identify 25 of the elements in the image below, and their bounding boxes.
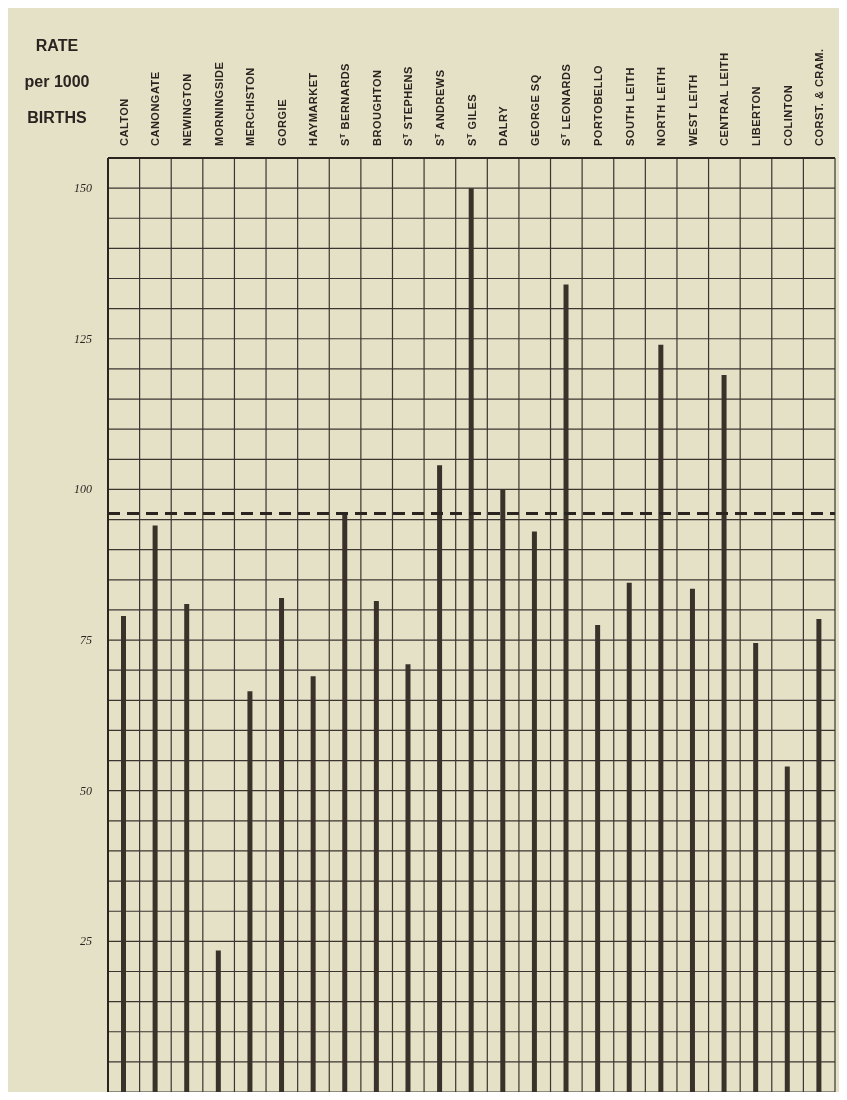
x-tick-label: NORTH LEITH (655, 66, 668, 146)
x-tick-label: LIBERTON (749, 85, 762, 146)
x-tick-label: MORNINGSIDE (212, 61, 225, 146)
x-tick-label: CENTRAL LEITH (718, 52, 731, 146)
y-tick-label: 75 (80, 633, 92, 648)
x-tick-label: CANONGATE (149, 71, 162, 146)
x-tick-label: PORTOBELLO (591, 64, 604, 146)
x-tick-label: HAYMARKET (307, 72, 320, 146)
x-tick-label: CORST. & CRAM. (813, 48, 826, 146)
x-tick-label: CALTON (117, 98, 130, 146)
x-tick-label: GEORGE SQ (528, 74, 541, 146)
x-tick-label: COLINTON (781, 84, 794, 146)
x-tick-label: WEST LEITH (686, 74, 699, 146)
x-tick-label: MERCHISTON (244, 67, 257, 146)
y-tick-label: 25 (80, 934, 92, 949)
x-tick-label: NEWINGTON (181, 73, 194, 146)
x-tick-label: DALRY (497, 105, 510, 146)
x-tick-label: SOUTH LEITH (623, 67, 636, 146)
y-tick-label: 150 (74, 181, 92, 196)
y-tick-label: 50 (80, 783, 92, 798)
x-tick-label: BROUGHTON (370, 69, 383, 146)
y-axis-title: RATE per 1000 BIRTHS (23, 36, 91, 128)
y-tick-label: 100 (74, 482, 92, 497)
x-tick-label: GORGIE (275, 98, 288, 146)
y-tick-label: 125 (74, 331, 92, 346)
